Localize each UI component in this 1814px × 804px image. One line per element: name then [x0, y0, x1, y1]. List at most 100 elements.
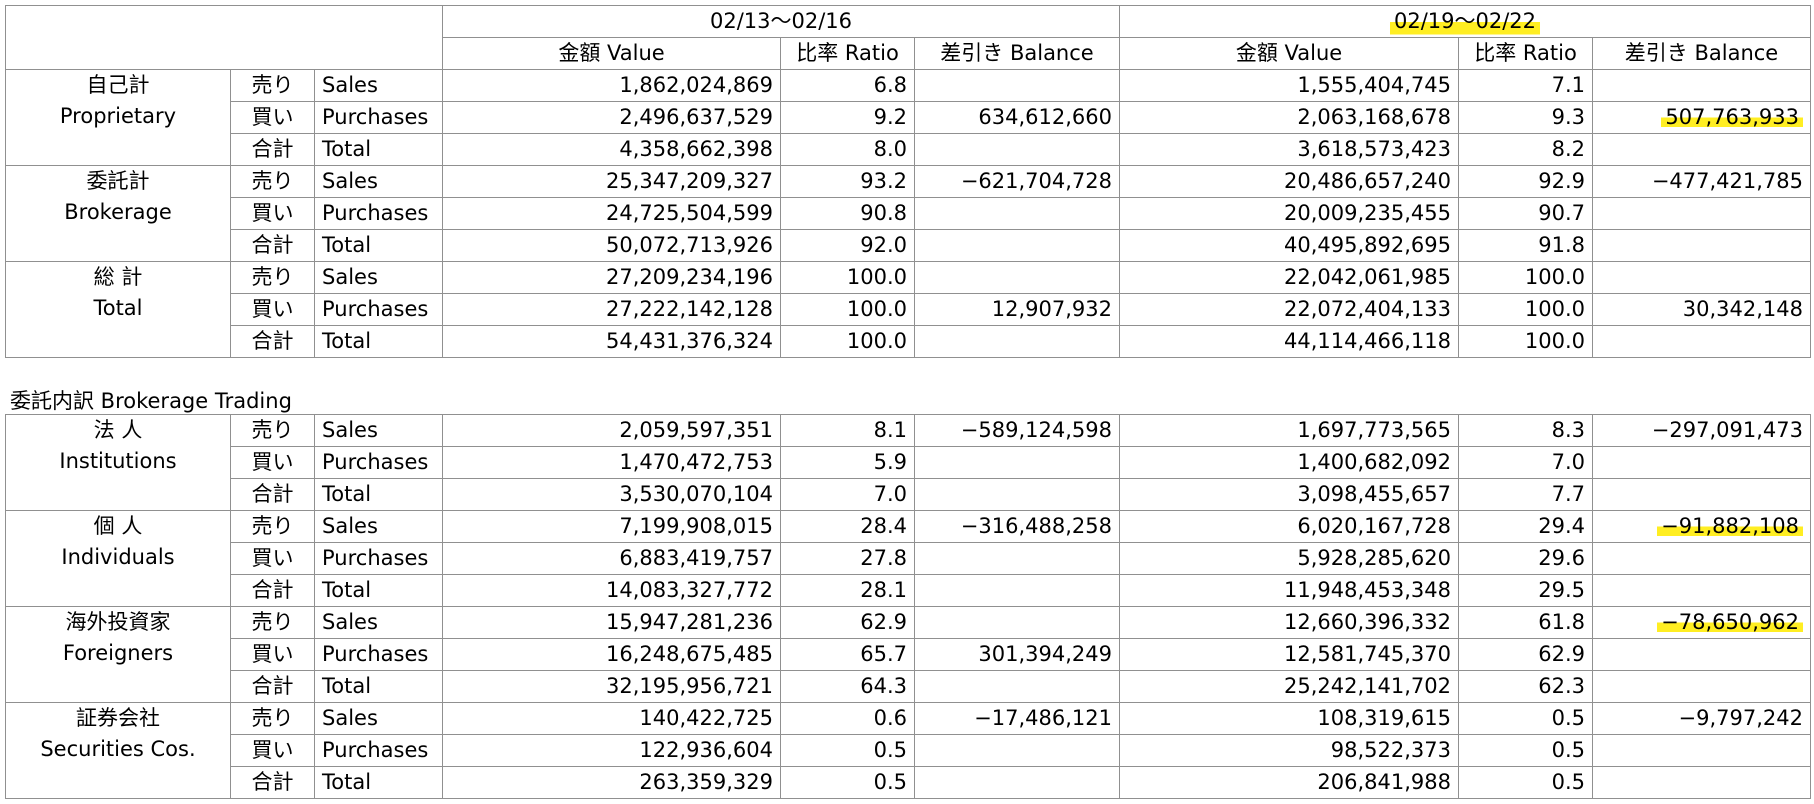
table-row: 買い Purchases 16,248,675,485 65.7 301,394,249…	[6, 638, 1811, 671]
type-en: Sales	[314, 510, 443, 543]
balance-cell-1	[914, 478, 1120, 511]
balance-cell-2	[1592, 574, 1811, 607]
balance-cell-1: −316,488,258	[914, 510, 1120, 543]
category-jp: 自己計	[86, 73, 150, 97]
balance-cell-2	[1592, 133, 1812, 166]
value-cell-1: 1,862,024,869	[442, 69, 781, 102]
value-header-1: 金額 Value	[442, 37, 781, 70]
table-row: 買い Purchases 27,222,142,128 100.0 12,907,932…	[6, 293, 1812, 326]
type-en: Total	[314, 325, 443, 358]
type-jp: 買い	[230, 734, 315, 767]
balance-cell-1	[913, 197, 1121, 230]
ratio-cell-1: 27.8	[780, 542, 915, 575]
balance-cell-2: −297,091,473	[1592, 414, 1811, 447]
value-cell-2: 1,400,682,092	[1119, 446, 1459, 479]
table-row: 合計 Total 14,083,327,772 28.1 11,948,453,348 2…	[6, 574, 1811, 607]
type-jp: 合計	[230, 229, 315, 262]
balance-cell-2	[1592, 670, 1811, 703]
balance-cell-2	[1592, 69, 1812, 102]
type-en: Sales	[314, 414, 443, 447]
type-en: Sales	[314, 702, 443, 735]
type-en: Total	[314, 766, 443, 799]
ratio-cell-2: 29.5	[1458, 574, 1593, 607]
balance-cell-2	[1592, 542, 1811, 575]
type-en: Total	[314, 133, 443, 166]
balance-header-1: 差引き Balance	[913, 37, 1121, 70]
category-cell: 証券会社 Securities Cos.	[5, 702, 231, 799]
balance-cell-1	[914, 542, 1120, 575]
category-cell: 自己計 Proprietary	[5, 69, 231, 166]
value-cell-2: 108,319,615	[1119, 702, 1459, 735]
category-cell: 法 人 Institutions	[5, 414, 231, 511]
type-en: Purchases	[314, 542, 443, 575]
type-jp: 買い	[230, 101, 315, 134]
ratio-cell-2: 0.5	[1458, 766, 1593, 799]
period2-header: 02/19〜02/22	[1119, 5, 1812, 38]
balance-cell-1	[913, 133, 1121, 166]
type-jp: 合計	[230, 133, 315, 166]
table-row: 法 人 Institutions 売り Sales 2,059,597,351 8.1 −5…	[5, 414, 1811, 511]
ratio-cell-1: 100.0	[780, 325, 915, 358]
value-cell-1: 25,347,209,327	[442, 165, 781, 198]
category-en: Individuals	[61, 545, 175, 569]
value-cell-2: 44,114,466,118	[1119, 325, 1460, 358]
ratio-cell-2: 7.0	[1458, 446, 1593, 479]
category-jp: 個 人	[93, 514, 143, 538]
type-jp: 合計	[230, 478, 315, 511]
balance-cell-1: 301,394,249	[914, 638, 1120, 671]
type-jp: 買い	[230, 197, 315, 230]
ratio-cell-2: 61.8	[1458, 606, 1593, 639]
ratio-cell-1: 100.0	[780, 261, 915, 294]
balance-cell-1	[914, 446, 1120, 479]
summary-table: 02/13〜02/16 02/19〜02/22 金額 Value 比率 Rati…	[5, 5, 1812, 358]
value-cell-1: 1,470,472,753	[442, 446, 781, 479]
ratio-cell-1: 8.0	[780, 133, 915, 166]
ratio-cell-1: 0.5	[780, 766, 915, 799]
balance-cell-1	[914, 606, 1120, 639]
ratio-cell-1: 90.8	[780, 197, 915, 230]
value-header-2: 金額 Value	[1119, 37, 1460, 70]
table-row: 買い Purchases 6,883,419,757 27.8 5,928,285,62…	[6, 542, 1811, 575]
type-en: Purchases	[314, 734, 443, 767]
ratio-cell-1: 0.6	[780, 702, 915, 735]
category-cell: 総 計 Total	[5, 261, 231, 358]
breakdown-table: 法 人 Institutions 売り Sales 2,059,597,351 8.1 −5…	[5, 414, 1811, 799]
table-row: 委託計 Brokerage 売り Sales 25,347,209,327 93.2 −62…	[5, 165, 1812, 262]
type-en: Purchases	[314, 293, 443, 326]
balance-cell-1	[914, 766, 1120, 799]
balance-cell-2	[1592, 261, 1812, 294]
balance-cell-2	[1592, 446, 1811, 479]
ratio-cell-1: 8.1	[780, 414, 915, 447]
value-cell-1: 27,209,234,196	[442, 261, 781, 294]
table-row: 買い Purchases 122,936,604 0.5 98,522,373 0.5	[6, 734, 1811, 767]
value-cell-2: 12,581,745,370	[1119, 638, 1459, 671]
ratio-cell-1: 100.0	[780, 293, 915, 326]
type-jp: 売り	[230, 606, 315, 639]
table-row: 合計 Total 4,358,662,398 8.0 3,618,573,423 8.2	[6, 133, 1812, 166]
category-en: Brokerage	[64, 200, 172, 224]
ratio-cell-1: 64.3	[780, 670, 915, 703]
category-jp: 法 人	[93, 418, 143, 442]
ratio-cell-1: 92.0	[780, 229, 915, 262]
type-jp: 合計	[230, 574, 315, 607]
type-jp: 合計	[230, 766, 315, 799]
ratio-cell-2: 62.9	[1458, 638, 1593, 671]
ratio-cell-2: 8.2	[1458, 133, 1594, 166]
value-cell-1: 3,530,070,104	[442, 478, 781, 511]
balance-cell-1	[914, 734, 1120, 767]
category-jp: 海外投資家	[65, 610, 171, 634]
category-en: Securities Cos.	[40, 737, 196, 761]
value-cell-1: 6,883,419,757	[442, 542, 781, 575]
ratio-header-2: 比率 Ratio	[1458, 37, 1594, 70]
value-cell-1: 7,199,908,015	[442, 510, 781, 543]
value-cell-1: 50,072,713,926	[442, 229, 781, 262]
value-cell-2: 1,555,404,745	[1119, 69, 1460, 102]
value-cell-1: 2,496,637,529	[442, 101, 781, 134]
value-cell-1: 27,222,142,128	[442, 293, 781, 326]
value-cell-2: 11,948,453,348	[1119, 574, 1459, 607]
balance-cell-1: −17,486,121	[914, 702, 1120, 735]
table-row: 海外投資家 Foreigners 売り Sales 15,947,281,236 62.9…	[5, 606, 1811, 703]
ratio-cell-2: 8.3	[1458, 414, 1593, 447]
type-jp: 売り	[230, 510, 315, 543]
type-en: Sales	[314, 69, 443, 102]
